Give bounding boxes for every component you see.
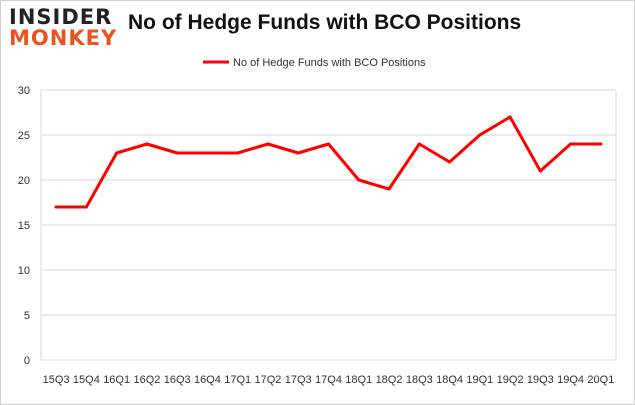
data-point (54, 205, 58, 209)
y-tick-label: 15 (18, 220, 30, 232)
y-tick-label: 30 (18, 85, 30, 97)
data-point (448, 160, 452, 164)
data-point (599, 142, 603, 146)
y-tick-label: 10 (18, 265, 30, 277)
x-tick-label: 19Q1 (466, 374, 493, 386)
data-point (205, 151, 209, 155)
x-tick-label: 16Q4 (194, 374, 221, 386)
data-point (357, 178, 361, 182)
data-point (175, 151, 179, 155)
data-point (236, 151, 240, 155)
x-tick-label: 16Q1 (103, 374, 130, 386)
x-tick-label: 16Q2 (133, 374, 160, 386)
x-tick-label: 17Q1 (224, 374, 251, 386)
x-tick-label: 19Q4 (557, 374, 584, 386)
data-point (478, 133, 482, 137)
data-point (296, 151, 300, 155)
x-tick-label: 15Q4 (73, 374, 100, 386)
legend: No of Hedge Funds with BCO Positions (203, 57, 426, 69)
grid-layer (41, 89, 616, 361)
insider-monkey-logo: INSIDER MONKEY (9, 7, 117, 53)
x-tick-label: 19Q3 (527, 374, 554, 386)
x-tick-label: 18Q2 (376, 374, 403, 386)
x-tick-label: 18Q1 (345, 374, 372, 386)
data-point (266, 142, 270, 146)
legend-label: No of Hedge Funds with BCO Positions (233, 57, 426, 69)
data-point (115, 151, 119, 155)
data-point (327, 142, 330, 146)
x-tick-label: 20Q1 (587, 374, 614, 386)
x-tick-label: 18Q3 (406, 374, 433, 386)
logo-line-2: MONKEY (9, 26, 118, 50)
y-tick-label: 5 (24, 310, 30, 322)
data-point (417, 142, 421, 146)
series-line (54, 115, 603, 209)
x-tick-label: 17Q3 (285, 374, 312, 386)
logo-line-1: INSIDER (9, 5, 113, 29)
series-layer (54, 115, 603, 209)
x-tick-label: 15Q3 (43, 374, 70, 386)
y-tick-label: 20 (18, 175, 30, 187)
y-tick-label: 25 (18, 130, 30, 142)
data-point (508, 115, 512, 119)
x-tick-label: 18Q4 (436, 374, 463, 386)
x-tick-label: 19Q2 (497, 374, 524, 386)
x-tick-label: 17Q4 (315, 374, 342, 386)
y-tick-label: 0 (24, 355, 30, 367)
data-point (84, 205, 88, 209)
data-point (145, 142, 149, 146)
data-point (538, 169, 542, 173)
data-point (569, 142, 573, 146)
x-tick-label: 17Q2 (255, 374, 282, 386)
x-tick-label: 16Q3 (164, 374, 191, 386)
chart-title: No of Hedge Funds with BCO Positions (128, 11, 522, 34)
axis-layer: 0 5 10 15 20 25 30 15Q3 15Q4 16Q1 16Q2 16Q3 16Q4 17Q1… (18, 85, 617, 386)
data-point (387, 187, 391, 191)
